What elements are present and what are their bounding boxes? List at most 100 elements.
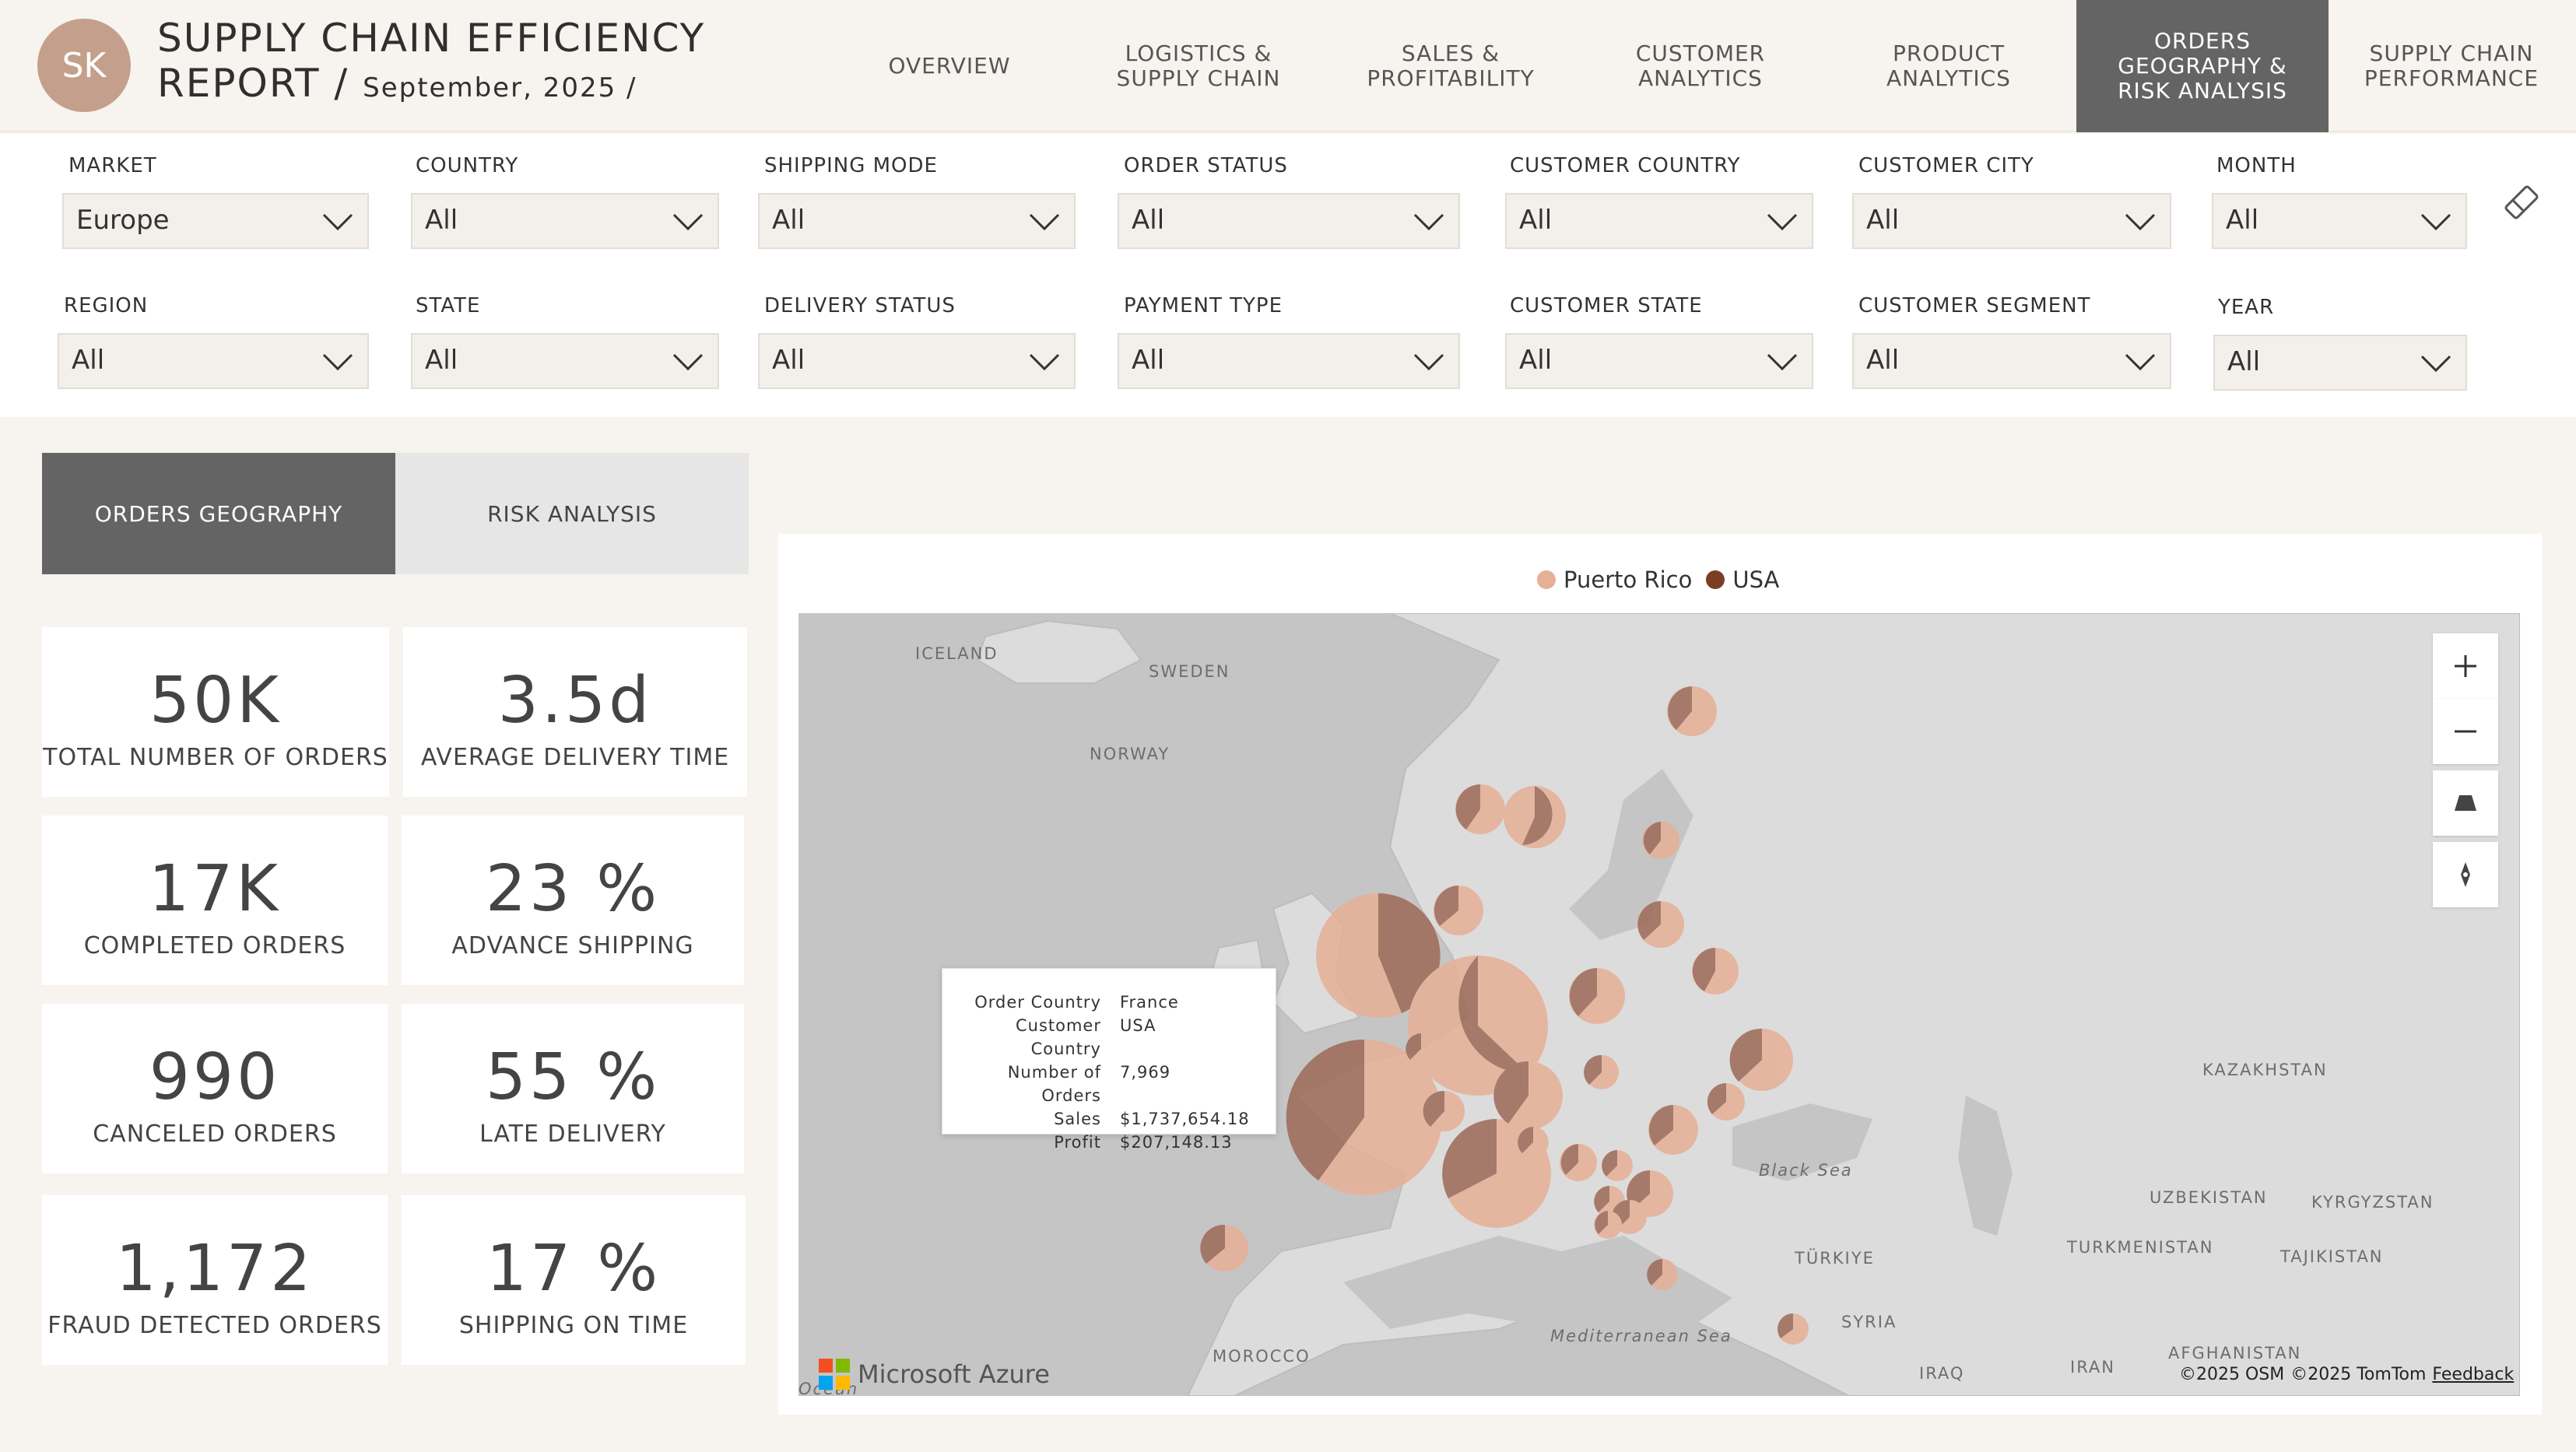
chevron-down-icon bbox=[322, 213, 353, 231]
chevron-down-icon bbox=[1413, 353, 1444, 371]
dropdown-value: All bbox=[1132, 205, 1165, 236]
bubble-slovakia-usa[interactable] bbox=[1584, 1054, 1602, 1085]
nav-overview[interactable]: OVERVIEW bbox=[864, 0, 1035, 132]
tooltip-row: Customer Country USA bbox=[942, 1014, 1276, 1061]
feedback-link[interactable]: Feedback bbox=[2432, 1365, 2515, 1384]
azure-label: Microsoft Azure bbox=[858, 1359, 1050, 1389]
map-label-norway: NORWAY bbox=[1090, 745, 1170, 763]
bubble-belgium-usa[interactable] bbox=[1406, 1033, 1421, 1060]
map-label-iceland: ICELAND bbox=[915, 644, 998, 663]
dropdown-value: All bbox=[425, 205, 458, 236]
state-dropdown[interactable]: All bbox=[411, 333, 719, 389]
chevron-down-icon bbox=[1029, 353, 1060, 371]
land-mass-iceland bbox=[976, 619, 1142, 684]
dropdown-value: All bbox=[772, 205, 805, 236]
filter-label-month: MONTH bbox=[2216, 154, 2297, 177]
shipping-mode-dropdown[interactable]: All bbox=[758, 193, 1076, 249]
bubble-france-usa[interactable] bbox=[1286, 1039, 1364, 1180]
payment-type-dropdown[interactable]: All bbox=[1118, 333, 1460, 389]
compass-button[interactable] bbox=[2433, 842, 2498, 907]
bubble-bulgaria-usa[interactable] bbox=[1602, 1150, 1617, 1177]
nav-sales-profitability[interactable]: SALES & PROFITABILITY bbox=[1351, 0, 1550, 132]
kpi-label: TOTAL NUMBER OF ORDERS bbox=[43, 744, 388, 771]
bubble-moldova-usa[interactable] bbox=[1707, 1082, 1726, 1114]
bubble-north-macedonia-usa[interactable] bbox=[1594, 1186, 1609, 1212]
order-status-dropdown[interactable]: All bbox=[1118, 193, 1460, 249]
kpi-card-avg-delivery-time: 3.5d AVERAGE DELIVERY TIME bbox=[403, 627, 747, 797]
map-label-sweden: SWEDEN bbox=[1149, 662, 1230, 681]
caspian-sea bbox=[1958, 1096, 2013, 1236]
bubble-poland-usa[interactable] bbox=[1569, 968, 1597, 1016]
tooltip-key: Customer Country bbox=[1015, 1016, 1101, 1058]
map-label-iraq: IRAQ bbox=[1919, 1364, 1964, 1383]
dropdown-value: All bbox=[72, 345, 105, 376]
kpi-label: LATE DELIVERY bbox=[479, 1121, 666, 1148]
nav-customer-analytics[interactable]: CUSTOMER ANALYTICS bbox=[1595, 0, 1806, 132]
page-title: SUPPLY CHAIN EFFICIENCY REPORT / Septemb… bbox=[157, 16, 705, 110]
bubble-belarus-usa[interactable] bbox=[1692, 948, 1715, 991]
nav-logistics-supply-chain[interactable]: LOGISTICS & SUPPLY CHAIN bbox=[1082, 0, 1315, 132]
bubble-germany-usa[interactable] bbox=[1458, 956, 1528, 1074]
country-dropdown[interactable]: All bbox=[411, 193, 719, 249]
kpi-card-total-orders: 50K TOTAL NUMBER OF ORDERS bbox=[42, 627, 389, 797]
year-dropdown[interactable]: All bbox=[2213, 335, 2467, 391]
bubble-switzerland-usa[interactable] bbox=[1423, 1090, 1444, 1127]
nav-orders-geography-risk[interactable]: ORDERS GEOGRAPHY & RISK ANALYSIS bbox=[2076, 0, 2329, 132]
filter-label-delivery-status: DELIVERY STATUS bbox=[764, 294, 956, 317]
customer-city-dropdown[interactable]: All bbox=[1852, 193, 2171, 249]
market-dropdown[interactable]: Europe bbox=[62, 193, 369, 249]
month-dropdown[interactable]: All bbox=[2212, 193, 2467, 249]
bubble-norway-usa[interactable] bbox=[1522, 786, 1553, 845]
region-dropdown[interactable]: All bbox=[58, 333, 369, 389]
bubble-finland-usa[interactable] bbox=[1668, 686, 1692, 730]
map-label-uzbekistan: UZBEKISTAN bbox=[2150, 1188, 2268, 1207]
bubble-estonia-usa[interactable] bbox=[1643, 822, 1661, 854]
europe-bubble-map[interactable]: ICELAND SWEDEN NORWAY KAZAKHSTAN Black S… bbox=[798, 613, 2520, 1396]
bubble-denmark-usa[interactable] bbox=[1455, 784, 1480, 829]
bubble-ukraine-usa[interactable] bbox=[1729, 1028, 1762, 1082]
nav-label: OVERVIEW bbox=[888, 53, 1011, 79]
customer-state-dropdown[interactable]: All bbox=[1505, 333, 1813, 389]
bubble-turkey-west-usa[interactable] bbox=[1627, 1170, 1650, 1209]
clear-filters-eraser-icon[interactable] bbox=[2500, 181, 2543, 224]
bubble-austria-usa[interactable] bbox=[1493, 1061, 1528, 1124]
map-tooltip: Order Country France Customer Country USA … bbox=[942, 968, 1276, 1152]
bubble-greece-usa[interactable] bbox=[1647, 1259, 1662, 1285]
customer-country-dropdown[interactable]: All bbox=[1505, 193, 1813, 249]
bubble-netherlands-usa[interactable] bbox=[1434, 886, 1458, 926]
nav-product-analytics[interactable]: PRODUCT ANALYTICS bbox=[1848, 0, 2050, 132]
zoom-out-button[interactable] bbox=[2433, 699, 2498, 764]
nav-supply-chain-performance[interactable]: SUPPLY CHAIN PERFORMANCE bbox=[2343, 0, 2560, 132]
black-sea bbox=[1732, 1103, 1872, 1181]
kpi-card-advance-shipping: 23 % ADVANCE SHIPPING bbox=[402, 815, 744, 985]
kpi-label: ADVANCE SHIPPING bbox=[451, 932, 694, 959]
bubble-romania-usa[interactable] bbox=[1648, 1105, 1673, 1145]
tab-orders-geography[interactable]: ORDERS GEOGRAPHY bbox=[42, 453, 395, 574]
zoom-in-button[interactable] bbox=[2433, 633, 2498, 699]
chevron-down-icon bbox=[1767, 213, 1798, 231]
bubble-serbia-usa[interactable] bbox=[1560, 1144, 1578, 1175]
tilt-button[interactable] bbox=[2433, 770, 2498, 836]
legend-label-usa: USA bbox=[1732, 566, 1780, 593]
customer-segment-dropdown[interactable]: All bbox=[1852, 333, 2171, 389]
dropdown-value: All bbox=[2226, 205, 2259, 236]
chevron-down-icon bbox=[2420, 355, 2451, 373]
tab-risk-analysis[interactable]: RISK ANALYSIS bbox=[395, 453, 749, 574]
bubble-italy-usa[interactable] bbox=[1442, 1119, 1497, 1198]
map-label-turkmenistan: TURKMENISTAN bbox=[2066, 1238, 2213, 1257]
filter-label-year: YEAR bbox=[2218, 296, 2275, 319]
dropdown-value: All bbox=[1866, 205, 1900, 236]
dropdown-value: All bbox=[2227, 346, 2261, 377]
bubble-cyprus-usa[interactable] bbox=[1778, 1313, 1793, 1338]
avatar: SK bbox=[37, 19, 131, 112]
bubble-portugal-usa[interactable] bbox=[1200, 1224, 1225, 1264]
filter-label-customer-state: CUSTOMER STATE bbox=[1510, 294, 1703, 317]
bubble-latvia-usa[interactable] bbox=[1637, 901, 1661, 940]
map-attribution: ©2025 OSM ©2025 TomTom Feedback bbox=[2179, 1365, 2514, 1384]
dropdown-value: All bbox=[772, 345, 805, 376]
bubble-slovenia-usa[interactable] bbox=[1518, 1127, 1533, 1153]
delivery-status-dropdown[interactable]: All bbox=[758, 333, 1076, 389]
kpi-card-completed-orders: 17K COMPLETED ORDERS bbox=[42, 815, 388, 985]
kpi-label: CANCELED ORDERS bbox=[93, 1121, 337, 1148]
bubble-greece-north-usa[interactable] bbox=[1595, 1211, 1608, 1234]
